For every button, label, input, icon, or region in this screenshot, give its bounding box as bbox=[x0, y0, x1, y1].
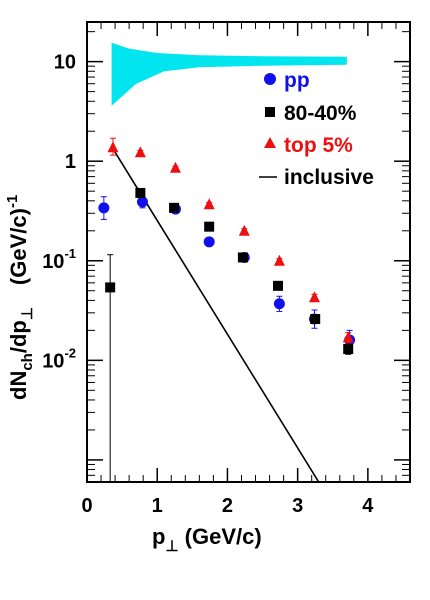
top5-point bbox=[134, 146, 146, 158]
top5-point bbox=[309, 291, 321, 303]
x-tick-label: 2 bbox=[222, 495, 233, 517]
legend-pp-marker bbox=[264, 73, 276, 85]
x-axis-label: p⊥ (GeV/c) bbox=[152, 524, 262, 555]
axis-ticks: 0 1 2 3 4 10 1 10-1 10-2 bbox=[42, 22, 410, 517]
legend-inclusive-label: inclusive bbox=[284, 166, 374, 189]
pp-point bbox=[203, 236, 215, 248]
legend-8040-marker bbox=[265, 107, 275, 117]
cyan-band bbox=[111, 42, 347, 106]
peripheral-8040-point bbox=[272, 280, 283, 291]
y-tick-label: 10 bbox=[54, 52, 76, 74]
legend-top5-marker bbox=[264, 137, 276, 148]
legend-top5-label: top 5% bbox=[284, 134, 353, 157]
legend-pp-label: pp bbox=[284, 69, 310, 92]
peripheral-8040-point bbox=[105, 282, 116, 293]
x-tick-label: 0 bbox=[81, 495, 92, 517]
peripheral-8040-point bbox=[343, 343, 354, 354]
y-tick-label: 10-2 bbox=[42, 345, 76, 372]
cyan-band-layer bbox=[111, 42, 347, 106]
peripheral-8040-point bbox=[237, 252, 248, 263]
peripheral-8040-point bbox=[310, 314, 321, 325]
top5-point bbox=[342, 331, 354, 343]
peripheral-8040-point bbox=[169, 202, 180, 213]
data-points-layer bbox=[98, 137, 356, 482]
pp-point bbox=[98, 202, 110, 214]
pp-point bbox=[273, 298, 285, 310]
x-tick-label: 1 bbox=[152, 495, 163, 517]
top5-point bbox=[107, 141, 119, 153]
top5-point bbox=[169, 161, 181, 173]
top5-point bbox=[203, 198, 215, 210]
peripheral-8040-point bbox=[135, 187, 146, 198]
x-tick-label: 4 bbox=[362, 495, 374, 517]
legend-8040-label: 80-40% bbox=[284, 102, 357, 125]
top5-point bbox=[238, 224, 250, 236]
plot-frame bbox=[86, 21, 411, 483]
pp-point bbox=[136, 196, 148, 208]
y-tick-label: 1 bbox=[65, 151, 76, 173]
y-tick-label: 10-1 bbox=[42, 246, 76, 273]
legend: pp 80-40% top 5% inclusive bbox=[259, 69, 374, 189]
top5-point bbox=[273, 254, 285, 266]
peripheral-8040-point bbox=[204, 221, 215, 232]
y-axis-label: dNch/dp⊥(GeV/c)-1 bbox=[4, 195, 36, 400]
x-tick-label: 3 bbox=[292, 495, 303, 517]
